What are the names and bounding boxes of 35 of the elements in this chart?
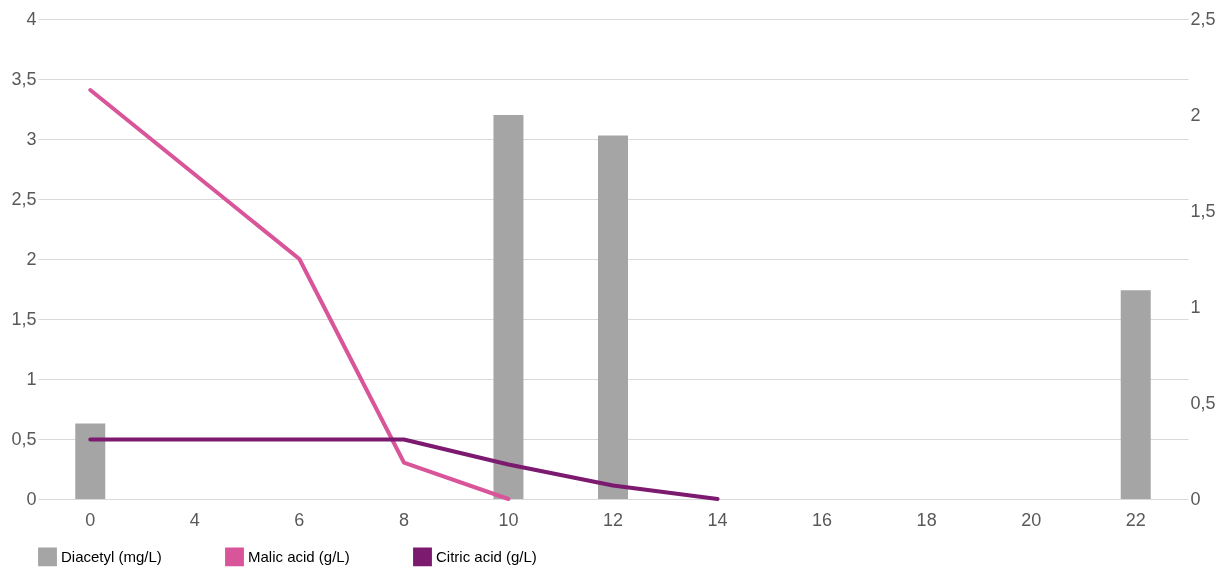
x-tick-label: 16 — [812, 509, 833, 530]
line-series — [88, 88, 511, 501]
x-tick-label: 14 — [707, 509, 728, 530]
y-tick-label: 2 — [26, 248, 37, 269]
y2-tick-label: 0,5 — [1190, 392, 1216, 413]
legend-label: Citric acid (g/L) — [436, 547, 537, 565]
x-tick-label: 12 — [602, 509, 624, 530]
y-tick-label: 2,5 — [11, 188, 37, 209]
bar — [1120, 290, 1151, 499]
x-tick-label: 6 — [294, 509, 305, 530]
legend-label: Malic acid (g/L) — [248, 547, 350, 565]
y2-tick-label: 2,5 — [1190, 8, 1216, 29]
y2-tick-label: 1,5 — [1190, 200, 1216, 221]
x-tick-label: 18 — [916, 509, 937, 530]
y-tick-label: 0 — [26, 488, 37, 509]
y-tick-label: 3,5 — [11, 68, 37, 89]
bar — [493, 115, 524, 499]
x-tick-label: 0 — [85, 509, 96, 530]
y2-tick-label: 1 — [1190, 296, 1201, 317]
x-tick-label: 4 — [189, 509, 200, 530]
legend-label: Diacetyl (mg/L) — [61, 547, 162, 565]
y-tick-label: 3 — [26, 128, 37, 149]
y2-tick-label: 0 — [1190, 488, 1201, 509]
x-tick-label: 20 — [1021, 509, 1042, 530]
y-tick-label: 4 — [26, 8, 37, 29]
y-tick-label: 0,5 — [11, 428, 37, 449]
line-series — [88, 437, 720, 501]
x-tick-label: 8 — [398, 509, 409, 530]
y-tick-label: 1 — [26, 368, 37, 389]
bar — [75, 423, 106, 499]
y2-tick-label: 2 — [1190, 104, 1201, 125]
x-tick-label: 10 — [498, 509, 519, 530]
bar — [598, 135, 628, 499]
x-tick-label: 22 — [1125, 509, 1146, 530]
y-tick-label: 1,5 — [11, 308, 37, 329]
